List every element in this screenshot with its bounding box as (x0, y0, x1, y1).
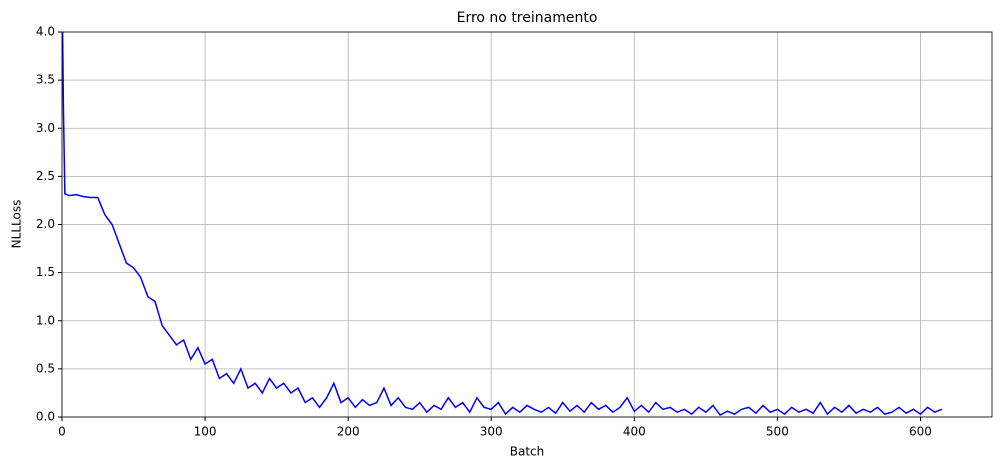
y-tick-label: 3.0 (36, 121, 55, 135)
y-axis-label: NLLLoss (10, 200, 24, 249)
x-tick-label: 400 (623, 425, 646, 439)
y-tick-label: 3.5 (36, 73, 55, 87)
y-tick-label: 2.5 (36, 169, 55, 183)
y-tick-label: 1.5 (36, 265, 55, 279)
x-tick-label: 300 (480, 425, 503, 439)
line-series (62, 32, 943, 417)
x-tick-label: 200 (337, 425, 360, 439)
plot-frame (61, 31, 993, 418)
x-tick-label: 0 (58, 425, 66, 439)
y-tick-label: 1.0 (36, 313, 55, 327)
x-tick-label: 500 (766, 425, 789, 439)
x-tick-label: 600 (909, 425, 932, 439)
y-tick-label: 4.0 (36, 25, 55, 39)
y-tick-label: 2.0 (36, 217, 55, 231)
x-tick-label: 100 (194, 425, 217, 439)
y-tick-label: 0.0 (36, 410, 55, 424)
x-axis-label: Batch (510, 445, 545, 459)
chart-title: Erro no treinamento (457, 10, 598, 26)
y-tick-label: 0.5 (36, 361, 55, 375)
